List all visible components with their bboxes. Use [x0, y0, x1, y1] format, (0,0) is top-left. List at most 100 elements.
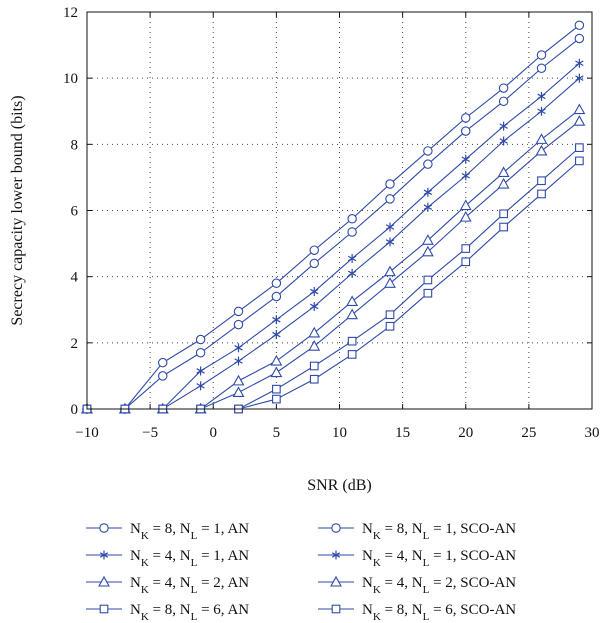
x-tick-label: 5 [273, 425, 281, 441]
data-point-marker [575, 73, 584, 83]
data-point-marker [421, 234, 434, 245]
series-3 [82, 58, 584, 414]
data-point-marker [196, 381, 205, 391]
axis-ticks: −10 −5 0 5 10 15 20 25 30 0 2 4 6 8 10 12 [63, 5, 600, 441]
data-point-marker [233, 306, 244, 317]
data-point-marker [385, 222, 395, 232]
data-point-marker [270, 354, 283, 366]
data-point-marker [347, 268, 357, 278]
data-point-marker [272, 330, 281, 340]
data-point-marker [271, 278, 282, 289]
x-tick-label: 10 [332, 425, 347, 441]
data-point-marker [537, 106, 546, 116]
data-point-marker [384, 265, 396, 277]
data-point-marker [385, 194, 395, 204]
data-point-marker [574, 20, 585, 30]
y-tick-label: 8 [71, 137, 79, 153]
data-point-marker [158, 371, 168, 381]
data-point-marker [347, 336, 357, 346]
data-point-marker [347, 350, 357, 359]
data-point-marker [310, 301, 319, 311]
data-point-marker [536, 63, 547, 73]
y-axis-label: Secrecy capacity lower bound (bits) [9, 95, 26, 325]
data-point-marker [575, 156, 584, 166]
data-point-marker [423, 146, 433, 156]
data-point-marker [461, 171, 470, 181]
legend-marker [98, 575, 110, 587]
data-point-marker [461, 154, 470, 164]
data-point-marker [309, 245, 319, 255]
data-point-marker [234, 343, 243, 353]
y-tick-label: 4 [71, 270, 79, 286]
data-point-marker [234, 356, 243, 366]
y-tick-label: 2 [71, 336, 79, 352]
data-point-marker [233, 319, 244, 330]
data-point-marker [195, 348, 206, 358]
data-point-marker [460, 113, 471, 123]
series-line [87, 62, 580, 410]
data-point-marker [385, 321, 395, 331]
legend-label: NK = 8, NL = 6, SCO-AN [362, 602, 516, 623]
data-point-marker [499, 209, 508, 219]
legend-marker [331, 604, 341, 614]
data-point-marker [421, 245, 434, 257]
series-lines [81, 20, 586, 414]
data-point-marker [272, 315, 281, 325]
data-point-marker [497, 177, 510, 189]
y-tick-label: 10 [63, 71, 78, 87]
data-point-marker [498, 83, 509, 93]
x-tick-label: −5 [142, 425, 158, 441]
legend: NK = 8, NL = 1, AN NK = 8, NL = 1, SCO-AN… [86, 521, 516, 623]
data-point-marker [423, 288, 433, 298]
series-6 [82, 156, 584, 414]
data-point-marker [459, 210, 472, 222]
data-point-marker [573, 103, 586, 115]
data-point-marker [497, 166, 510, 178]
legend-label: NK = 8, NL = 6, AN [130, 602, 249, 623]
x-axis-label: SNR (dB) [307, 477, 371, 494]
data-point-marker [537, 189, 546, 199]
data-point-marker [460, 126, 471, 136]
series-0 [82, 33, 585, 414]
x-tick-label: 30 [585, 425, 600, 441]
legend-marker [331, 523, 341, 533]
data-point-marker [499, 121, 508, 131]
data-point-marker [384, 277, 396, 288]
x-tick-label: 0 [210, 425, 218, 441]
data-point-marker [535, 144, 548, 156]
data-point-marker [347, 227, 357, 237]
data-point-marker [347, 214, 357, 224]
data-point-marker [308, 340, 321, 351]
x-tick-label: 15 [395, 425, 410, 441]
data-point-marker [385, 237, 395, 247]
data-point-marker [272, 384, 281, 394]
data-point-marker [575, 143, 584, 152]
legend-item: NK = 4, NL = 1, SCO-AN [318, 548, 516, 569]
legend-item: NK = 4, NL = 1, AN [86, 548, 249, 569]
legend-item: NK = 4, NL = 2, SCO-AN [318, 575, 516, 596]
legend-label: NK = 8, NL = 1, SCO-AN [362, 521, 516, 542]
data-point-marker [195, 334, 206, 345]
x-tick-label: −10 [75, 425, 98, 441]
legend-item: NK = 4, NL = 2, AN [86, 575, 249, 596]
data-point-marker [310, 287, 319, 297]
series-7 [82, 143, 584, 414]
y-tick-label: 12 [63, 5, 78, 21]
data-point-marker [309, 361, 319, 371]
data-point-marker [573, 115, 586, 126]
data-point-marker [461, 244, 471, 253]
data-point-marker [499, 222, 508, 232]
data-point-marker [575, 58, 584, 68]
data-point-marker [309, 374, 319, 384]
legend-label: NK = 4, NL = 2, AN [130, 575, 249, 596]
legend-label: NK = 4, NL = 1, AN [130, 548, 249, 569]
legend-label: NK = 4, NL = 1, SCO-AN [362, 548, 516, 569]
series-line [87, 38, 580, 410]
legend-marker [99, 604, 109, 614]
data-point-marker [423, 202, 433, 212]
data-point-marker [272, 394, 281, 404]
series-line [87, 77, 580, 410]
data-point-marker [158, 357, 168, 368]
legend-marker [330, 575, 342, 587]
